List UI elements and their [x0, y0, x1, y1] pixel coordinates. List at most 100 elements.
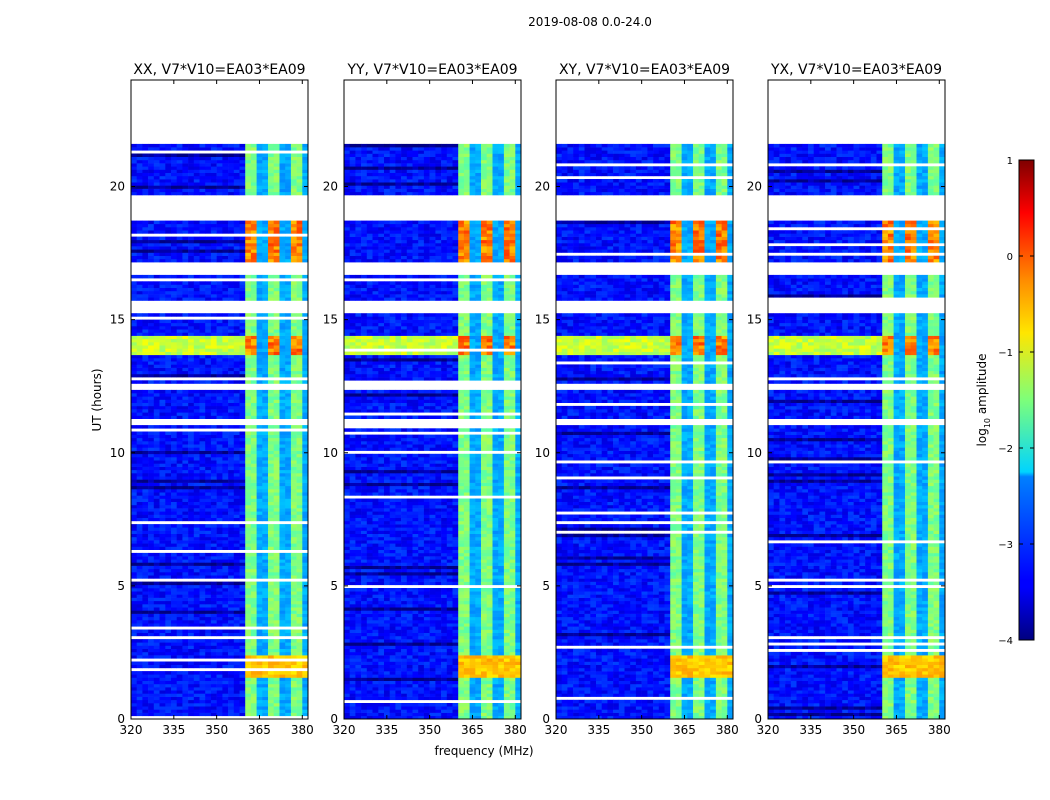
heatmap-cell [148, 230, 155, 234]
heatmap-cell [245, 661, 252, 665]
heatmap-cell [509, 703, 516, 707]
heatmap-cell [366, 693, 373, 697]
heatmap-cell [302, 680, 309, 685]
heatmap-cell [153, 572, 160, 576]
heatmap-cell [290, 252, 297, 256]
heatmap-cell [418, 677, 425, 681]
heatmap-cell [210, 460, 217, 464]
heatmap-cell [142, 169, 149, 173]
heatmap-cell [268, 476, 274, 480]
heatmap-cell [148, 709, 155, 713]
heatmap-cell [273, 648, 280, 653]
heatmap-cell [452, 706, 459, 710]
heatmap-cell [256, 409, 263, 413]
heatmap-cell [193, 540, 200, 544]
heatmap-cell [199, 342, 206, 346]
heatmap-cell [176, 712, 183, 717]
heatmap-cell [165, 326, 172, 330]
heatmap-cell [256, 396, 263, 400]
heatmap-cell [285, 572, 292, 576]
heatmap-cell [245, 674, 252, 678]
heatmap-cell [199, 696, 206, 701]
heatmap-cell [228, 191, 235, 196]
heatmap-cell [290, 546, 297, 550]
heatmap-cell [273, 156, 280, 161]
heatmap-cell [279, 543, 286, 547]
heatmap-cell [199, 680, 206, 685]
heatmap-cell [216, 294, 223, 298]
heatmap-cell [296, 179, 303, 183]
heatmap-cell [262, 527, 269, 531]
heatmap-cell [290, 594, 297, 598]
heatmap-cell [148, 396, 155, 400]
heatmap-cell [171, 351, 177, 356]
heatmap-cell [239, 358, 246, 362]
heatmap-cell [159, 498, 166, 502]
heatmap-cell [210, 683, 217, 688]
heatmap-cell [250, 227, 257, 231]
heatmap-cell [182, 338, 189, 343]
heatmap-cell [136, 597, 143, 602]
heatmap-cell [136, 342, 143, 346]
heatmap-cell [216, 402, 223, 407]
heatmap-cell [256, 313, 263, 317]
heatmap-cell [165, 680, 172, 685]
heatmap-cell [193, 565, 200, 570]
heatmap-cell [165, 169, 172, 173]
heatmap-cell [222, 604, 229, 608]
heatmap-cell [239, 655, 246, 659]
y-tick-label: 15 [110, 313, 125, 327]
heatmap-cell [136, 335, 143, 340]
heatmap-cell [193, 143, 200, 148]
heatmap-cell [193, 284, 200, 288]
heatmap-cell [148, 559, 155, 563]
heatmap-cell [463, 709, 470, 713]
heatmap-cell [429, 706, 436, 710]
heatmap-cell [245, 655, 252, 659]
heatmap-cell [239, 466, 246, 471]
heatmap-cell [153, 220, 160, 225]
heatmap-cell [228, 457, 235, 461]
heatmap-cell [136, 703, 143, 707]
heatmap-cell [250, 591, 257, 595]
heatmap-cell [250, 252, 257, 256]
heatmap-cell [279, 182, 286, 186]
heatmap-cell [216, 281, 223, 285]
heatmap-cell [193, 546, 200, 550]
heatmap-cell [148, 159, 155, 164]
heatmap-cell [136, 409, 143, 413]
heatmap-cell [193, 572, 200, 576]
heatmap-cell [159, 620, 166, 624]
heatmap-cell [279, 287, 286, 292]
heatmap-cell [262, 680, 269, 685]
heatmap-cell [273, 559, 280, 563]
heatmap-cell [256, 533, 263, 538]
heatmap-cell [153, 447, 160, 451]
heatmap-cell [199, 297, 206, 301]
heatmap-cell [193, 342, 200, 346]
heatmap-cell [245, 412, 252, 416]
heatmap-cell [355, 715, 362, 720]
heatmap-cell [245, 476, 252, 480]
heatmap-cell [131, 179, 137, 183]
heatmap-cell [268, 469, 274, 474]
heatmap-cell [256, 607, 263, 611]
heatmap-cell [233, 575, 240, 579]
heatmap-cell [176, 172, 183, 177]
heatmap-cell [245, 645, 252, 649]
heatmap-cell [233, 409, 240, 413]
heatmap-cell [384, 690, 390, 694]
heatmap-cell [273, 258, 280, 263]
heatmap-cell [256, 399, 263, 403]
heatmap-cell [182, 255, 189, 260]
heatmap-cell [279, 153, 286, 157]
heatmap-cell [199, 613, 206, 618]
heatmap-cell [205, 453, 212, 458]
heatmap-cell [412, 712, 419, 717]
heatmap-cell [216, 693, 223, 697]
heatmap-cell [205, 370, 212, 375]
heatmap-cell [446, 683, 453, 688]
heatmap-cell [233, 329, 240, 333]
heatmap-cell [188, 191, 195, 196]
